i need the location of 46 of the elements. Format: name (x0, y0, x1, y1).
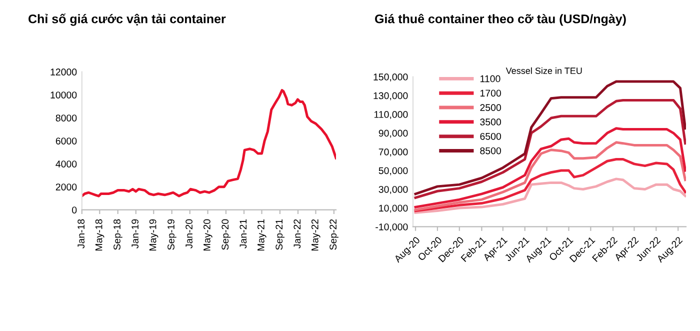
y-tick-label: 4000 (56, 160, 77, 168)
y-tick-label: 70,000 (378, 148, 408, 157)
x-tick-label: Jan-20 (186, 219, 192, 248)
legend-label: 8500 (480, 147, 501, 154)
x-tick-label: Sep-18 (114, 219, 122, 250)
y-tick-label: 150,000 (374, 74, 408, 82)
y-tick-label: 10000 (50, 92, 77, 98)
line-series (414, 127, 686, 208)
legend-label: 2500 (480, 104, 501, 112)
legend-label: 1100 (480, 75, 500, 82)
x-tick-label: Jan-22 (294, 219, 301, 248)
x-tick-label: May-20 (203, 219, 212, 250)
y-tick-label: 0 (72, 206, 77, 214)
line-series (414, 158, 686, 212)
x-tick-label: May-18 (95, 219, 104, 250)
y-tick-label: 10,000 (379, 204, 408, 213)
x-tick-label: Sep-19 (168, 219, 176, 250)
x-tick-label: Sep-22 (330, 219, 338, 250)
x-tick-label: Jan-18 (78, 219, 85, 248)
y-tick-label: 90,000 (378, 130, 408, 138)
line-series (414, 178, 686, 214)
legend-label: 3500 (480, 118, 501, 126)
y-tick-label: 6000 (56, 138, 77, 144)
line-series (82, 88, 336, 198)
line-series (414, 141, 686, 212)
y-tick-label: 50,000 (378, 167, 408, 176)
x-tick-label: Sep-20 (222, 219, 230, 250)
y-tick-label: 8000 (56, 114, 77, 122)
x-tick-label: May-22 (311, 219, 320, 250)
legend-label: 6500 (480, 132, 501, 140)
y-tick-label: 30,000 (378, 186, 408, 194)
y-tick-label: 12000 (50, 68, 77, 76)
legend-title: Vessel Size in TEU (506, 67, 582, 74)
line-series (414, 98, 686, 199)
y-tick-label: 110,000 (374, 111, 408, 120)
legend-label: 1700 (480, 90, 501, 97)
x-tick-label: May-21 (257, 219, 266, 250)
y-tick-label: 2000 (56, 184, 77, 190)
chart-title: Giá thuê container theo cỡ tàu (USD/ngày) (375, 14, 626, 26)
x-tick-label: May-19 (149, 219, 158, 250)
y-tick-label: -10,000 (376, 223, 408, 232)
y-tick-label: 130,000 (374, 92, 408, 100)
chart-title: Chỉ số giá cước vận tải container (28, 14, 226, 26)
x-tick-label: Jan-19 (132, 219, 138, 248)
x-tick-label: Jan-21 (240, 219, 247, 248)
x-tick-label: Sep-21 (276, 219, 284, 250)
